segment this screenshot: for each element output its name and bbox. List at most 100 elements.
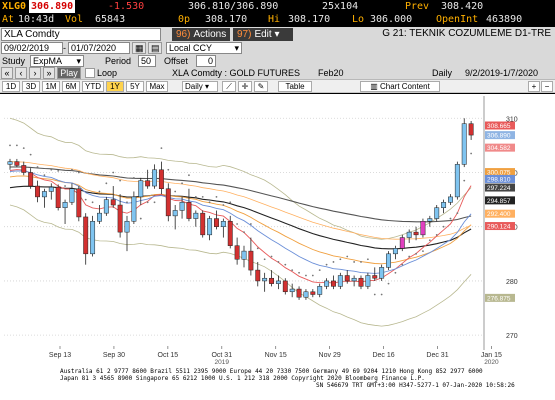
candle[interactable] — [248, 250, 254, 271]
offset-input[interactable]: 0 — [196, 55, 216, 67]
candle[interactable] — [227, 221, 233, 246]
candle[interactable] — [324, 280, 330, 287]
zoom-in-icon[interactable]: + — [528, 81, 540, 92]
candle[interactable] — [386, 253, 391, 268]
candle[interactable] — [310, 291, 316, 295]
candle[interactable] — [55, 186, 61, 208]
candle[interactable] — [90, 221, 96, 255]
candle[interactable] — [138, 180, 144, 198]
candle[interactable] — [262, 277, 268, 282]
prev-icon[interactable]: ‹ — [15, 67, 27, 79]
play-button[interactable]: Play — [57, 67, 81, 79]
study-select[interactable]: ExpMA ▾ — [30, 55, 84, 67]
candle[interactable] — [76, 188, 82, 218]
candle[interactable] — [193, 212, 199, 219]
candle[interactable] — [372, 275, 378, 279]
candle[interactable] — [379, 267, 385, 279]
candle[interactable] — [179, 202, 185, 211]
candle[interactable] — [165, 188, 171, 217]
candle[interactable] — [28, 172, 34, 187]
tab-3d[interactable]: 3D — [22, 81, 40, 92]
candle[interactable] — [21, 165, 27, 173]
actions-menu[interactable]: 96)Actions ▾ — [172, 28, 230, 53]
candle[interactable] — [220, 221, 226, 227]
step-forward-icon[interactable]: » — [43, 67, 55, 79]
candle[interactable] — [124, 221, 130, 233]
candle[interactable] — [69, 188, 75, 203]
candle[interactable] — [158, 169, 164, 190]
tab-5y[interactable]: 5Y — [126, 81, 144, 92]
candle[interactable] — [35, 185, 40, 198]
candle[interactable] — [358, 277, 364, 287]
candle[interactable] — [289, 288, 295, 293]
candle[interactable] — [145, 180, 151, 187]
candle[interactable] — [214, 218, 219, 227]
candle[interactable] — [427, 218, 433, 222]
candle[interactable] — [269, 277, 274, 284]
candle[interactable] — [97, 212, 102, 222]
tab-1y[interactable]: 1Y — [106, 81, 124, 92]
line-chart-icon[interactable]: ⟋ — [222, 81, 236, 92]
edit-menu[interactable]: 97) Edit ▾ — [233, 28, 293, 41]
candle[interactable] — [117, 204, 123, 233]
candle[interactable] — [337, 275, 343, 287]
security-input[interactable]: XLA Comdty — [1, 28, 161, 41]
candle[interactable] — [14, 161, 20, 166]
candle[interactable] — [434, 207, 440, 219]
settings-icon[interactable]: ▤ — [148, 42, 162, 54]
candle[interactable] — [255, 269, 261, 282]
frequency-select[interactable]: Daily ▾ — [182, 81, 218, 92]
candle[interactable] — [241, 250, 247, 260]
ticker[interactable]: XLG0 — [2, 1, 27, 12]
candle[interactable] — [200, 212, 206, 236]
tab-max[interactable]: Max — [146, 81, 168, 92]
candle[interactable] — [62, 202, 68, 208]
candle[interactable] — [207, 218, 213, 236]
tab-ytd[interactable]: YTD — [82, 81, 104, 92]
candle[interactable] — [468, 123, 474, 136]
start-date-field[interactable]: 09/02/2019 — [1, 42, 63, 54]
tab-6m[interactable]: 6M — [62, 81, 80, 92]
candle[interactable] — [365, 275, 371, 287]
candle[interactable] — [399, 237, 405, 249]
tab-1d[interactable]: 1D — [2, 81, 20, 92]
candle[interactable] — [152, 169, 157, 187]
candle[interactable] — [454, 164, 460, 198]
crosshair-icon[interactable]: ✛ — [238, 81, 252, 92]
currency-select[interactable]: Local CCY ▾ — [166, 42, 242, 54]
candle[interactable] — [406, 231, 412, 238]
candle[interactable] — [317, 286, 323, 295]
candle[interactable] — [448, 196, 453, 203]
candle[interactable] — [41, 191, 47, 198]
candle[interactable] — [275, 280, 281, 284]
candle[interactable] — [344, 275, 350, 282]
candle[interactable] — [234, 245, 240, 260]
candle[interactable] — [103, 199, 109, 214]
candle[interactable] — [48, 186, 54, 192]
period-input[interactable]: 50 — [138, 55, 156, 67]
candle[interactable] — [392, 248, 398, 255]
candle[interactable] — [83, 216, 89, 255]
next-icon[interactable]: › — [29, 67, 41, 79]
candle[interactable] — [351, 277, 357, 282]
table-button[interactable]: Table — [278, 81, 312, 92]
candle[interactable] — [331, 280, 336, 287]
loop-checkbox[interactable] — [85, 68, 95, 78]
candle[interactable] — [282, 280, 288, 293]
candle[interactable] — [7, 161, 13, 165]
zoom-out-icon[interactable]: − — [541, 81, 553, 92]
candle[interactable] — [420, 221, 426, 236]
candle[interactable] — [461, 123, 467, 165]
chart-content-button[interactable]: ▥ Chart Content — [360, 81, 440, 92]
tab-1m[interactable]: 1M — [42, 81, 60, 92]
candle[interactable] — [303, 291, 309, 298]
end-date-field[interactable]: 01/07/2020 — [68, 42, 130, 54]
candle[interactable] — [413, 231, 419, 236]
candle[interactable] — [186, 202, 192, 219]
candle[interactable] — [131, 196, 137, 222]
candle[interactable] — [296, 288, 302, 298]
candle[interactable] — [172, 210, 178, 217]
calendar-icon[interactable]: ▦ — [132, 42, 146, 54]
candle[interactable] — [110, 199, 116, 206]
draw-tool-icon[interactable]: ✎ — [254, 81, 268, 92]
